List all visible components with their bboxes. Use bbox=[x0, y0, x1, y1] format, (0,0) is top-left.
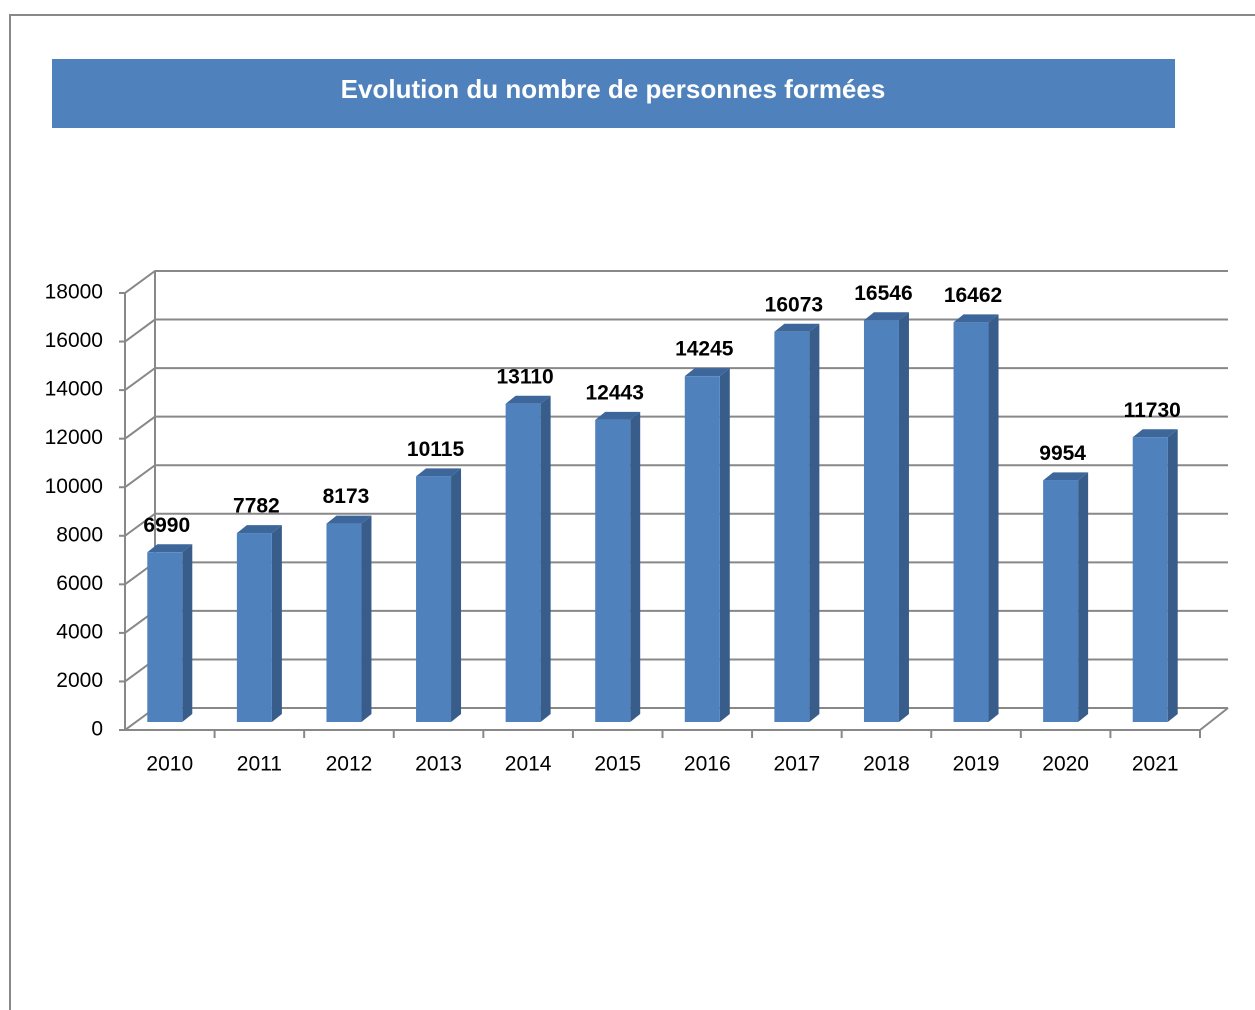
bar bbox=[326, 523, 362, 722]
x-tick-label: 2014 bbox=[505, 753, 552, 776]
y-tick-label: 6000 bbox=[56, 572, 103, 595]
frame bbox=[9, 14, 1255, 1010]
x-tick-label: 2015 bbox=[594, 753, 641, 776]
data-label: 16462 bbox=[944, 284, 1002, 307]
x-tick-label: 2018 bbox=[863, 753, 910, 776]
bar bbox=[505, 403, 541, 722]
bar bbox=[774, 331, 810, 722]
bar bbox=[416, 476, 452, 722]
bar-side bbox=[271, 525, 282, 722]
grid-line bbox=[124, 270, 1228, 294]
data-label: 16073 bbox=[765, 293, 823, 316]
bar-side bbox=[451, 468, 462, 722]
bar-side bbox=[1167, 429, 1178, 722]
y-tick-label: 12000 bbox=[45, 426, 103, 449]
bar-top bbox=[236, 525, 282, 534]
y-tick-label: 18000 bbox=[45, 281, 103, 304]
data-label: 10115 bbox=[407, 438, 465, 461]
bar-side bbox=[898, 312, 909, 722]
data-label: 6990 bbox=[143, 514, 190, 537]
bar bbox=[147, 552, 183, 722]
bar-top bbox=[863, 312, 909, 321]
bar-top bbox=[1132, 429, 1178, 438]
x-tick-label: 2012 bbox=[326, 753, 373, 776]
bar bbox=[595, 419, 631, 722]
y-tick-label: 14000 bbox=[45, 378, 103, 401]
bar bbox=[953, 322, 989, 722]
bar-top bbox=[595, 411, 641, 420]
y-tick-label: 8000 bbox=[56, 523, 103, 546]
data-label: 14245 bbox=[675, 338, 734, 361]
y-tick-label: 10000 bbox=[45, 475, 103, 498]
data-label: 12443 bbox=[586, 381, 644, 404]
bar bbox=[1043, 480, 1079, 722]
x-tick-label: 2013 bbox=[415, 753, 462, 776]
data-label: 8173 bbox=[323, 485, 370, 508]
bar-top bbox=[953, 314, 999, 323]
x-tick-label: 2010 bbox=[146, 753, 193, 776]
bar bbox=[236, 533, 272, 722]
grid-line bbox=[124, 367, 1228, 391]
y-tick-label: 2000 bbox=[56, 669, 103, 692]
grid-line bbox=[124, 415, 1228, 440]
x-tick-label: 2016 bbox=[684, 753, 731, 776]
y-tick-label: 16000 bbox=[45, 329, 103, 352]
bar-top bbox=[774, 323, 820, 332]
bar-side bbox=[988, 314, 999, 722]
bar-side bbox=[719, 368, 730, 722]
y-tick-label: 4000 bbox=[56, 620, 103, 643]
bar-top bbox=[326, 515, 372, 524]
bar-top bbox=[1043, 472, 1089, 481]
bar-top bbox=[505, 395, 551, 404]
y-tick-label: 0 bbox=[91, 718, 103, 741]
title-banner bbox=[52, 59, 1175, 128]
bar bbox=[684, 376, 720, 722]
x-tick-label: 2021 bbox=[1132, 753, 1179, 776]
data-label: 9954 bbox=[1039, 442, 1086, 465]
bar bbox=[1132, 437, 1168, 722]
bar-side bbox=[630, 411, 641, 722]
bar-side bbox=[540, 395, 551, 722]
data-label: 13110 bbox=[497, 365, 554, 388]
x-tick-label: 2011 bbox=[237, 753, 282, 776]
data-label: 16546 bbox=[854, 282, 912, 305]
data-label: 11730 bbox=[1124, 399, 1181, 422]
bar-side bbox=[182, 544, 193, 722]
data-label: 7782 bbox=[233, 495, 280, 518]
bar bbox=[863, 320, 899, 722]
x-tick-label: 2017 bbox=[774, 753, 821, 776]
x-tick-label: 2019 bbox=[953, 753, 1000, 776]
x-tick-label: 2020 bbox=[1042, 753, 1089, 776]
bar-top bbox=[416, 468, 462, 477]
chart-title: Evolution du nombre de personnes formées bbox=[341, 74, 886, 104]
bar-side bbox=[809, 323, 820, 722]
bar-top bbox=[684, 368, 730, 377]
bar-side bbox=[361, 515, 372, 722]
bar-top bbox=[147, 544, 193, 553]
bar-side bbox=[1078, 472, 1089, 722]
